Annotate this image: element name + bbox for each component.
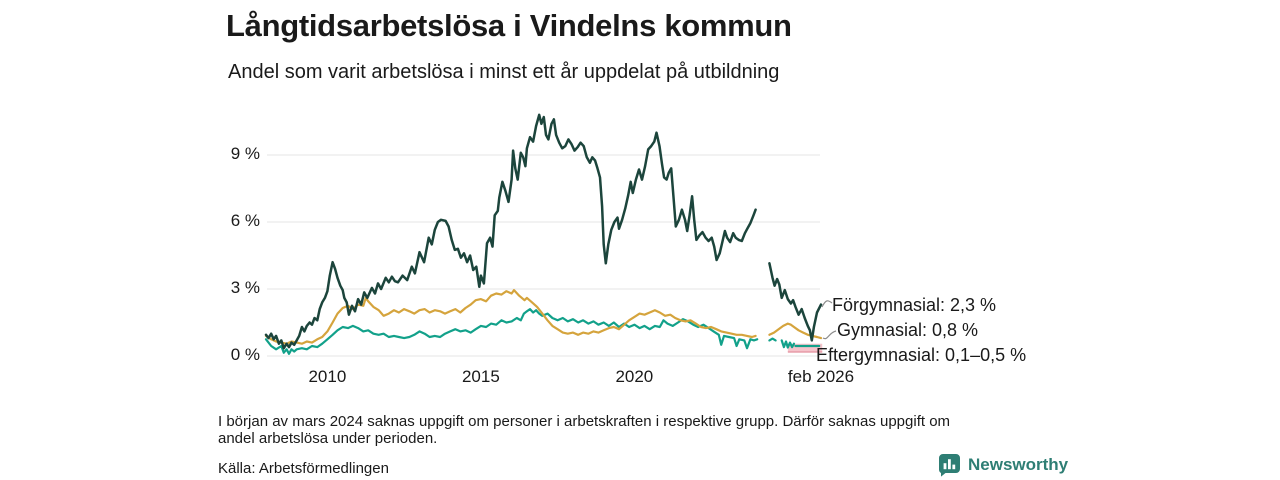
brand: Newsworthy — [938, 453, 1068, 477]
y-tick-label: 0 % — [230, 345, 260, 364]
y-tick-label: 9 % — [230, 144, 260, 164]
x-tick-label: 2010 — [308, 367, 347, 386]
footnote-line-2: andel arbetslösa under perioden. — [218, 430, 438, 447]
series-Eftergymnasial — [768, 337, 777, 342]
series-Gymnasial — [264, 289, 757, 345]
y-tick-label: 6 % — [230, 211, 260, 231]
x-tick-label: feb 2026 — [787, 367, 855, 386]
chart-subtitle: Andel som varit arbetslösa i minst ett å… — [228, 61, 780, 83]
legend-label-Eftergymnasial: Eftergymnasial: 0,1–0,5 % — [816, 345, 1027, 365]
series-Förgymnasial — [264, 113, 757, 350]
footnote-line-1: I början av mars 2024 saknas uppgift om … — [218, 413, 951, 430]
newsworthy-logo-icon — [939, 454, 960, 477]
series-Förgymnasial — [768, 262, 823, 342]
uncertainty-band — [787, 343, 823, 352]
legend-label-Förgymnasial: Förgymnasial: 2,3 % — [832, 295, 997, 315]
legend-connector — [821, 300, 833, 308]
y-tick-label: 3 % — [230, 278, 260, 297]
source-label: Källa: Arbetsförmedlingen — [218, 460, 389, 477]
x-tick-label: 2015 — [461, 367, 500, 386]
legend-label-Gymnasial: Gymnasial: 0,8 % — [837, 320, 979, 340]
series-Eftergymnasial — [780, 339, 796, 349]
legend-connector — [822, 330, 837, 340]
brand-name: Newsworthy — [968, 455, 1069, 474]
x-tick-label: 2020 — [615, 367, 654, 386]
page-title: Långtidsarbetslösa i Vindelns kommun — [226, 8, 792, 43]
series-Eftergymnasial — [264, 308, 759, 355]
